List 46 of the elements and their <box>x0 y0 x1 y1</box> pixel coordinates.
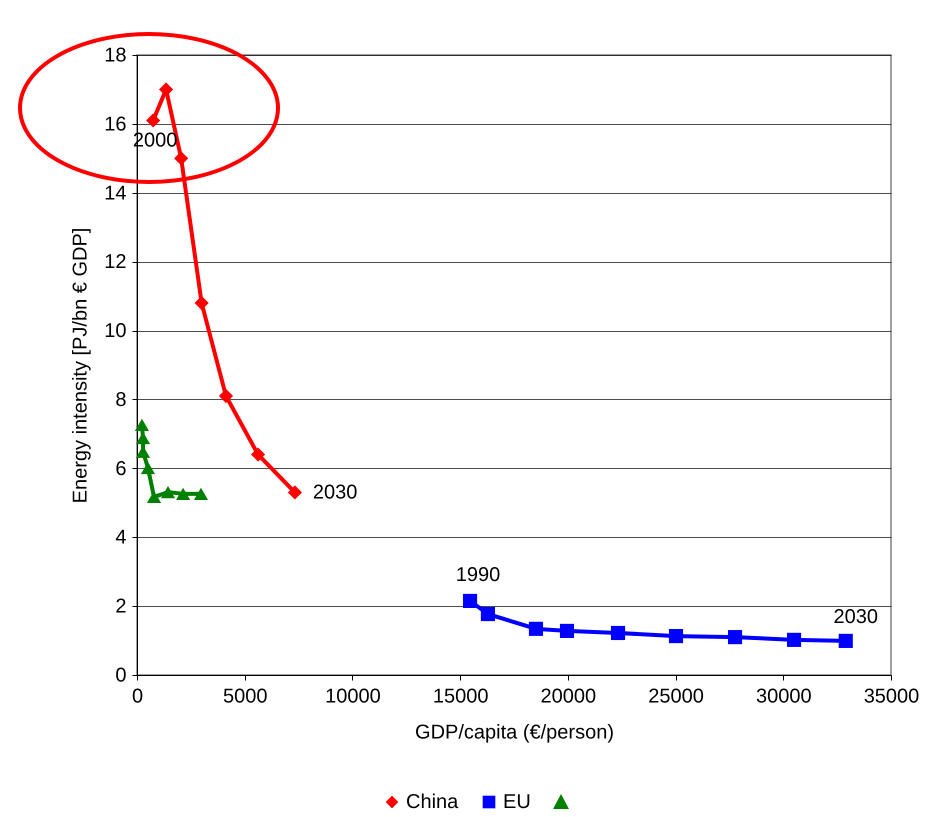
point <box>668 629 684 644</box>
point <box>174 151 188 166</box>
point <box>560 624 574 638</box>
point <box>462 594 478 608</box>
x-tick-label: 15000 <box>432 686 488 708</box>
point <box>194 296 209 310</box>
point <box>146 113 160 128</box>
x-tick-label: 10000 <box>325 686 381 708</box>
y-tick-label: 8 <box>115 388 126 411</box>
x-tick-label: 30000 <box>756 686 812 708</box>
x-tick-label: 35000 <box>864 686 920 708</box>
y-tick-label: 14 <box>104 182 126 204</box>
legend-label: China <box>406 791 460 813</box>
x-tick-label: 25000 <box>648 686 704 708</box>
y-tick-label: 0 <box>115 664 126 686</box>
x-tick-label: 0 <box>132 686 144 708</box>
annotation: 1990 <box>456 564 500 586</box>
annotation: 2030 <box>834 606 878 628</box>
y-tick-label: 6 <box>115 458 126 480</box>
point <box>134 418 150 432</box>
point <box>838 634 853 648</box>
point <box>218 388 234 404</box>
point <box>194 488 208 500</box>
x-tick-label: 20000 <box>540 686 596 708</box>
annotation: 2030 <box>312 481 358 504</box>
y-tick-label: 2 <box>115 596 126 618</box>
point <box>480 606 496 622</box>
legend-label: EU <box>503 791 531 813</box>
y-axis-title: Energy intensity [PJ/bn € GDP] <box>69 228 92 504</box>
y-tick-label: 18 <box>104 44 126 66</box>
y-tick-label: 10 <box>104 320 126 342</box>
x-tick-label: 5000 <box>222 686 268 708</box>
point <box>288 485 302 500</box>
y-tick-label: 4 <box>115 526 126 549</box>
point <box>786 632 802 647</box>
point <box>160 486 176 498</box>
point <box>176 488 190 500</box>
y-tick-label: 12 <box>104 251 126 274</box>
point <box>528 622 544 636</box>
point <box>251 447 266 462</box>
point <box>146 490 162 504</box>
y-tick-label: 16 <box>104 113 126 136</box>
x-axis-title: GDP/capita (€/person) <box>415 722 614 744</box>
point <box>140 462 156 474</box>
point <box>728 630 742 644</box>
point <box>610 626 626 640</box>
